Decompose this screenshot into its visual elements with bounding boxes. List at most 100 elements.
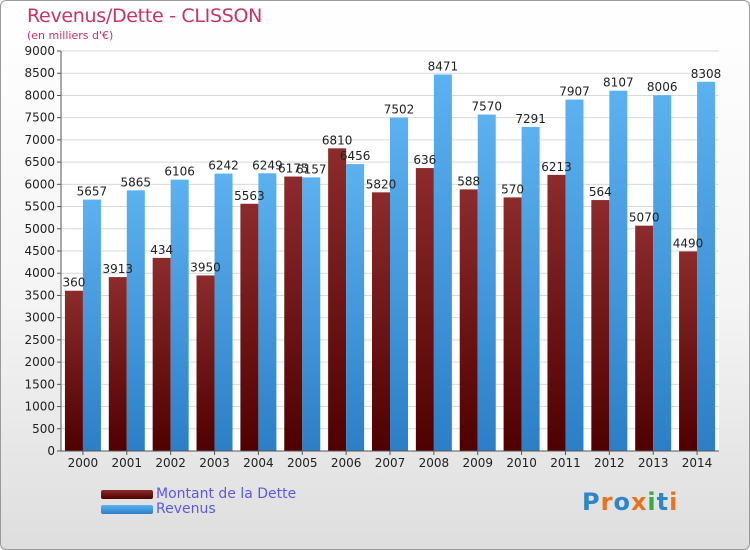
data-label-debt: 570 — [501, 182, 524, 196]
bar-revenue-2012 — [609, 90, 628, 451]
x-tick-label: 2000 — [68, 456, 99, 470]
y-tick-label: 0 — [47, 444, 55, 458]
chart-title: Revenus/Dette - CLISSON — [27, 5, 263, 27]
x-tick-label: 2012 — [594, 456, 625, 470]
data-label-revenue: 7570 — [471, 100, 502, 114]
data-label-debt: 564 — [589, 185, 612, 199]
data-label-debt: 5820 — [366, 177, 397, 191]
data-label-revenue: 7291 — [515, 112, 546, 126]
bar-debt-2004 — [240, 203, 259, 451]
data-label-debt: 6810 — [322, 133, 353, 147]
y-tick-label: 7500 — [24, 111, 55, 125]
y-tick-label: 2500 — [24, 333, 55, 347]
legend-label-revenue: Revenus — [156, 501, 216, 517]
data-label-debt: 5563 — [234, 189, 265, 203]
bar-revenue-2014 — [697, 81, 716, 451]
data-label-revenue: 6249 — [252, 158, 283, 172]
data-label-revenue: 8308 — [691, 67, 722, 81]
y-tick-label: 6000 — [24, 177, 55, 191]
data-label-revenue: 6242 — [208, 159, 239, 173]
x-tick-label: 2007 — [375, 456, 406, 470]
y-tick-label: 4000 — [24, 266, 55, 280]
data-label-debt: 636 — [413, 153, 436, 167]
bar-revenue-2007 — [390, 117, 408, 452]
y-tick-label: 2000 — [24, 355, 55, 369]
bar-revenue-2001 — [126, 190, 145, 452]
logo-letter: i — [647, 488, 657, 516]
bar-revenue-2005 — [302, 177, 321, 451]
legend-swatch-revenue — [101, 505, 153, 514]
bar-debt-2009 — [459, 189, 478, 451]
bar-revenue-2003 — [214, 173, 233, 452]
logo-letter: o — [613, 488, 631, 516]
logo-letter: r — [600, 488, 614, 516]
x-tick-label: 2001 — [112, 456, 143, 470]
data-label-debt: 434 — [150, 243, 173, 257]
data-label-revenue: 5657 — [77, 185, 108, 199]
data-label-debt: 360 — [62, 276, 85, 290]
legend-label-debt: Montant de la Dette — [156, 486, 297, 502]
bar-debt-2005 — [284, 176, 303, 452]
x-tick-label: 2008 — [419, 456, 450, 470]
bar-debt-2002 — [152, 257, 171, 451]
x-tick-label: 2004 — [243, 456, 274, 470]
x-tick-label: 2002 — [155, 456, 186, 470]
logo-letter: i — [669, 488, 679, 516]
data-label-debt: 4490 — [673, 236, 704, 250]
logo-letter: P — [582, 488, 601, 516]
bar-debt-2013 — [635, 225, 654, 451]
bar-debt-2008 — [415, 168, 434, 452]
data-label-revenue: 6106 — [164, 165, 195, 179]
x-tick-label: 2009 — [462, 456, 493, 470]
y-tick-label: 1000 — [24, 400, 55, 414]
y-tick-label: 3000 — [24, 311, 55, 325]
bar-debt-2001 — [108, 277, 127, 451]
logo-letter: t — [656, 488, 670, 516]
bar-debt-2014 — [679, 251, 698, 451]
y-tick-label: 4500 — [24, 244, 55, 258]
bar-debt-2003 — [196, 275, 215, 451]
legend-swatch-debt — [101, 490, 153, 499]
chart-subtitle: (en milliers d'€) — [27, 29, 114, 42]
data-label-revenue: 8471 — [428, 60, 459, 74]
data-label-revenue: 6456 — [340, 149, 371, 163]
x-tick-label: 2014 — [682, 456, 713, 470]
data-label-revenue: 5865 — [121, 175, 152, 189]
data-label-revenue: 7502 — [384, 103, 415, 117]
x-tick-label: 2010 — [506, 456, 537, 470]
bar-debt-2000 — [64, 290, 83, 451]
bar-revenue-2008 — [433, 74, 452, 451]
y-tick-label: 5000 — [24, 222, 55, 236]
bar-debt-2007 — [372, 192, 390, 452]
bar-debt-2012 — [591, 200, 610, 451]
y-tick-label: 1500 — [24, 377, 55, 391]
y-tick-label: 3500 — [24, 288, 55, 302]
bar-revenue-2002 — [170, 179, 189, 451]
y-tick-label: 8500 — [24, 66, 55, 80]
y-tick-label: 8000 — [24, 88, 55, 102]
proxiti-logo: Proxiti — [582, 488, 678, 516]
bar-revenue-2000 — [82, 199, 101, 451]
bar-debt-2010 — [503, 197, 522, 451]
bar-revenue-2011 — [565, 99, 584, 452]
data-label-debt: 588 — [457, 174, 480, 188]
bar-revenue-2009 — [477, 114, 496, 452]
data-label-debt: 3913 — [103, 262, 134, 276]
data-label-debt: 3950 — [190, 260, 221, 274]
x-tick-label: 2013 — [638, 456, 669, 470]
data-label-revenue: 7907 — [559, 85, 590, 99]
y-tick-label: 9000 — [24, 44, 55, 58]
data-label-revenue: 8107 — [603, 76, 634, 90]
logo-letter: x — [630, 488, 648, 516]
x-tick-label: 2006 — [331, 456, 362, 470]
data-label-debt: 5070 — [629, 211, 660, 225]
bar-debt-2006 — [328, 148, 347, 452]
y-tick-label: 6500 — [24, 155, 55, 169]
y-tick-label: 7000 — [24, 133, 55, 147]
data-label-debt: 6213 — [541, 160, 572, 174]
bar-revenue-2013 — [653, 95, 672, 451]
y-tick-label: 500 — [32, 422, 55, 436]
bar-revenue-2010 — [521, 126, 540, 451]
